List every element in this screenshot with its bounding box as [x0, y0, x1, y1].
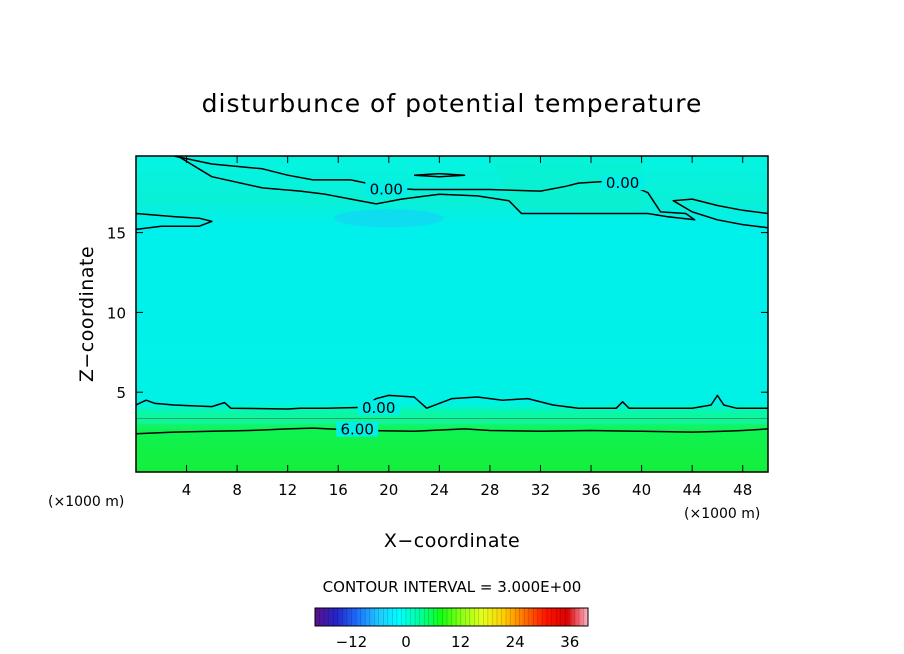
contour-label-1: 6.00 — [340, 421, 373, 439]
x-tick-label: 20 — [379, 481, 398, 499]
contour-label-0: 0.00 — [362, 399, 395, 417]
contour-interval-text: CONTOUR INTERVAL = 3.000E+00 — [323, 578, 582, 596]
x-tick-label: 40 — [632, 481, 651, 499]
x-tick-label: 28 — [480, 481, 499, 499]
y-axis-ticks: 5 10 15 — [107, 225, 768, 402]
colorbar-tick-label: 12 — [451, 633, 470, 651]
warm-anomaly-patch — [489, 156, 642, 212]
x-tick-label: 4 — [182, 481, 192, 499]
x-tick-label: 24 — [430, 481, 449, 499]
contour-line-0-2 — [136, 212, 213, 231]
colorbar-frame — [314, 607, 589, 627]
contour-line-6-0 — [136, 427, 768, 435]
plot-background — [136, 156, 768, 472]
y-tick-label: 10 — [107, 304, 126, 322]
contour-label-bg-3 — [601, 175, 644, 191]
cold-anomaly-patch — [333, 209, 444, 228]
y-unit-label: (×1000 m) — [684, 506, 760, 522]
x-tick-label: 8 — [232, 481, 242, 499]
contour-label-bg-1 — [336, 421, 379, 437]
x-tick-label: 44 — [683, 481, 702, 499]
x-unit-label: (×1000 m) — [48, 494, 124, 510]
contour-label-bg-2 — [365, 181, 408, 197]
contour-line-0-4 — [672, 198, 768, 229]
y-axis-title: Z−coordinate — [76, 246, 98, 382]
colorbar-divisions — [314, 608, 589, 626]
chart-title: disturbunce of potential temperature — [202, 89, 703, 118]
y-tick-label: 15 — [107, 225, 126, 243]
contour-line-0-5 — [414, 172, 466, 178]
colorbar-tick-label: −12 — [336, 633, 368, 651]
x-tick-label: 48 — [733, 481, 752, 499]
x-tick-label: 16 — [329, 481, 348, 499]
x-tick-label: 36 — [581, 481, 600, 499]
plot-area: 0.00 6.00 0.00 0.00 — [135, 155, 769, 473]
x-tick-label: 12 — [278, 481, 297, 499]
x-tick-label: 32 — [531, 481, 550, 499]
contour-label-3: 0.00 — [606, 174, 639, 192]
colorbar-tick-label: 0 — [401, 633, 411, 651]
colorbar-ticks: −12 0 12 24 36 — [336, 633, 580, 651]
colorbar: −12 0 12 24 36 — [314, 607, 589, 651]
x-axis-title: X−coordinate — [384, 530, 520, 552]
field-layer — [136, 156, 768, 425]
colorbar-tick-label: 36 — [560, 633, 579, 651]
contour-label-layer: 0.00 6.00 0.00 0.00 — [336, 174, 644, 439]
colorbar-tick-label: 24 — [506, 633, 525, 651]
contour-label-2: 0.00 — [370, 181, 403, 199]
plot-frame — [135, 155, 769, 473]
x-axis-ticks: 4 8 12 16 20 24 28 32 36 40 44 48 — [182, 156, 752, 499]
y-tick-label: 5 — [116, 384, 126, 402]
contour-label-bg-0 — [357, 400, 400, 416]
contour-line-0-1 — [136, 394, 768, 410]
transition-band — [136, 416, 768, 425]
